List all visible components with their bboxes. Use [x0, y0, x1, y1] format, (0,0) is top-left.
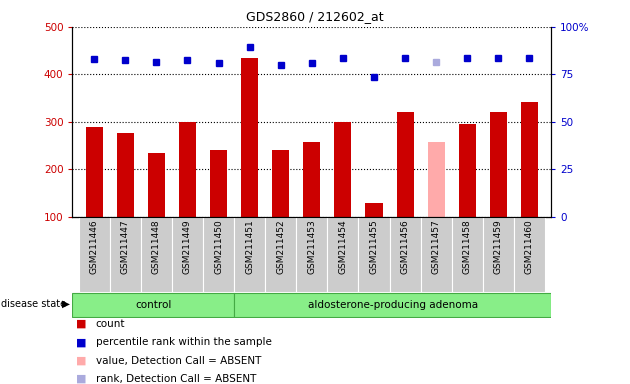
Text: GSM211452: GSM211452	[277, 219, 285, 274]
Bar	[459, 124, 476, 217]
Text: ■: ■	[76, 337, 86, 347]
Bar	[514, 217, 545, 292]
Bar	[428, 142, 445, 217]
Text: GSM211448: GSM211448	[152, 219, 161, 274]
Text: GSM211450: GSM211450	[214, 219, 223, 274]
Bar	[179, 122, 196, 217]
Bar	[110, 217, 141, 292]
Bar	[272, 151, 289, 217]
Bar	[396, 113, 414, 217]
Text: GSM211446: GSM211446	[89, 219, 99, 274]
Text: ▶: ▶	[62, 299, 70, 309]
Bar	[365, 203, 382, 217]
Bar	[452, 217, 483, 292]
Bar	[389, 217, 421, 292]
Text: ■: ■	[76, 319, 86, 329]
Text: GSM211460: GSM211460	[525, 219, 534, 274]
Bar	[210, 151, 227, 217]
Text: GSM211451: GSM211451	[245, 219, 254, 274]
Bar	[234, 293, 551, 317]
Bar	[117, 133, 134, 217]
Text: ■: ■	[76, 356, 86, 366]
Text: ■: ■	[76, 374, 86, 384]
Text: GDS2860 / 212602_at: GDS2860 / 212602_at	[246, 10, 384, 23]
Text: GSM211457: GSM211457	[432, 219, 441, 274]
Bar	[172, 217, 203, 292]
Text: value, Detection Call = ABSENT: value, Detection Call = ABSENT	[96, 356, 261, 366]
Text: GSM211455: GSM211455	[370, 219, 379, 274]
Bar	[265, 217, 296, 292]
Text: control: control	[135, 300, 171, 310]
Bar	[296, 217, 328, 292]
Text: GSM211449: GSM211449	[183, 219, 192, 274]
Bar	[141, 217, 172, 292]
Bar	[521, 102, 538, 217]
Text: GSM211447: GSM211447	[121, 219, 130, 274]
Bar	[335, 122, 352, 217]
Text: GSM211456: GSM211456	[401, 219, 410, 274]
Bar	[148, 153, 165, 217]
Bar	[421, 217, 452, 292]
Text: rank, Detection Call = ABSENT: rank, Detection Call = ABSENT	[96, 374, 256, 384]
Bar	[490, 113, 507, 217]
Text: GSM211458: GSM211458	[463, 219, 472, 274]
Bar	[328, 217, 358, 292]
Text: disease state: disease state	[1, 299, 66, 309]
Bar	[303, 142, 321, 217]
Bar	[72, 293, 234, 317]
Bar	[358, 217, 389, 292]
Bar	[234, 217, 265, 292]
Text: aldosterone-producing adenoma: aldosterone-producing adenoma	[307, 300, 478, 310]
Bar	[79, 217, 110, 292]
Text: count: count	[96, 319, 125, 329]
Text: GSM211454: GSM211454	[338, 219, 347, 274]
Text: GSM211459: GSM211459	[494, 219, 503, 274]
Bar	[203, 217, 234, 292]
Text: GSM211453: GSM211453	[307, 219, 316, 274]
Bar	[483, 217, 514, 292]
Bar	[241, 58, 258, 217]
Text: percentile rank within the sample: percentile rank within the sample	[96, 337, 272, 347]
Bar	[86, 127, 103, 217]
